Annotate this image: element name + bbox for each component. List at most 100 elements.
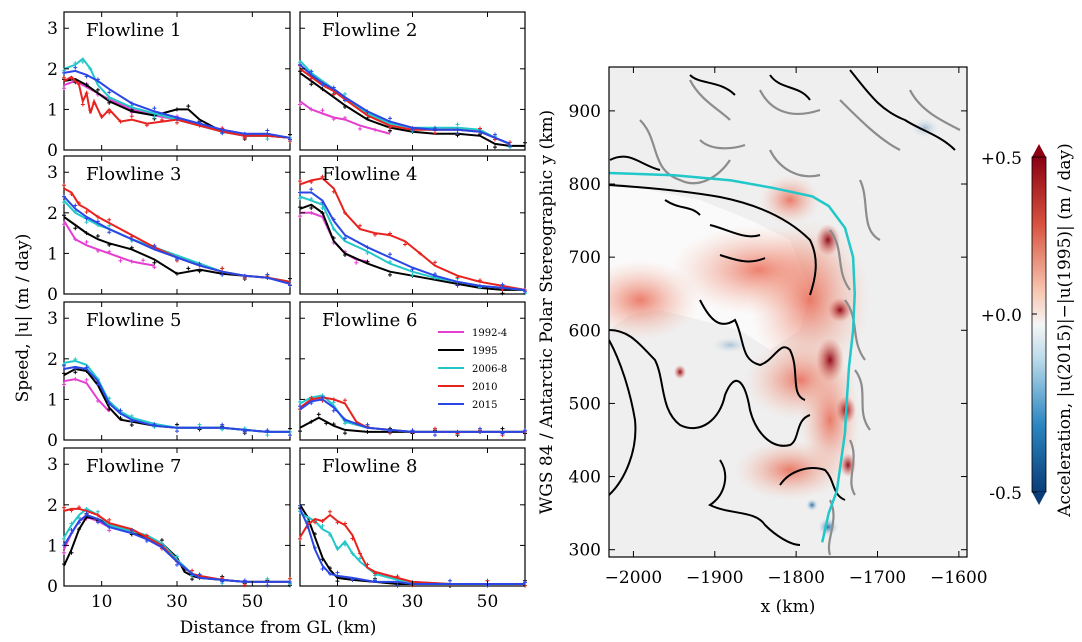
panel-title: Flowline 6 — [322, 310, 417, 331]
data-point — [107, 407, 112, 412]
series-line-2015 — [63, 513, 290, 583]
data-point — [350, 551, 355, 556]
data-point — [129, 101, 134, 106]
map-y-tick-label: 300 — [569, 541, 601, 561]
data-point — [95, 77, 100, 82]
data-point — [118, 408, 123, 413]
data-point — [118, 416, 123, 421]
data-point — [84, 511, 89, 516]
data-point — [186, 104, 191, 109]
data-point — [84, 83, 89, 88]
data-point — [84, 91, 89, 96]
data-point — [159, 543, 164, 548]
data-point — [152, 244, 157, 249]
map-y-tick-label: 700 — [569, 248, 601, 268]
data-point — [410, 127, 415, 132]
data-point — [175, 107, 179, 112]
y-tick-label: 0 — [47, 577, 58, 597]
data-point — [84, 240, 89, 245]
y-tick-label: 1 — [47, 244, 58, 264]
panel-title: Flowline 7 — [86, 456, 181, 477]
data-point — [62, 86, 66, 91]
data-point — [354, 260, 359, 265]
data-point — [365, 245, 370, 250]
data-point — [73, 366, 78, 371]
map-y-tick-label: 900 — [569, 102, 601, 122]
data-point — [62, 194, 66, 199]
data-point — [95, 248, 100, 253]
data-point — [320, 108, 325, 113]
data-point — [478, 129, 482, 134]
data-point — [455, 130, 460, 135]
data-point — [144, 533, 149, 538]
data-point — [343, 210, 347, 215]
colorbar-tick-mid: +0.0 — [981, 306, 1022, 326]
series-line-2015 — [63, 365, 290, 433]
data-point — [288, 276, 292, 281]
data-point — [388, 125, 392, 130]
data-point — [395, 574, 400, 579]
map-y-axis-label: WGS 84 / Antarctic Polar Stereographic y… — [537, 110, 557, 514]
data-point — [190, 577, 195, 582]
data-point — [500, 426, 505, 431]
data-point — [320, 523, 325, 528]
map-y-tick-label: 600 — [569, 321, 601, 341]
data-point — [478, 278, 482, 283]
data-point — [95, 233, 100, 238]
data-point — [242, 583, 247, 588]
legend-label: 2015 — [472, 400, 497, 411]
data-point — [331, 235, 336, 240]
data-point — [95, 214, 100, 219]
data-point — [152, 265, 157, 270]
legend-label: 2010 — [472, 382, 497, 393]
legend: 1992-4 1995 2006-8 2010 2015 — [438, 328, 507, 411]
data-point — [365, 562, 370, 567]
data-point — [373, 571, 377, 576]
data-point — [298, 102, 302, 107]
data-point — [69, 527, 74, 532]
data-point — [320, 200, 325, 205]
data-point — [309, 395, 314, 400]
data-point — [80, 59, 85, 64]
data-point — [309, 82, 314, 87]
data-point — [388, 231, 392, 236]
data-point — [298, 214, 302, 219]
data-point — [95, 520, 100, 525]
legend-label: 1992-4 — [472, 328, 507, 339]
data-point — [73, 61, 78, 66]
data-point — [95, 512, 100, 517]
data-point — [190, 571, 195, 576]
data-point — [320, 205, 325, 210]
panel-title: Flowline 8 — [322, 456, 417, 477]
data-point — [365, 259, 370, 264]
y-tick-label: 3 — [47, 455, 58, 475]
data-point — [62, 200, 66, 205]
colorbar: +0.5 +0.0 -0.5 Acceleration, |u(2015)|−|… — [981, 143, 1075, 517]
data-point — [107, 223, 112, 228]
data-point — [328, 509, 332, 514]
data-point — [298, 179, 302, 184]
legend-label: 2006-8 — [472, 364, 507, 375]
data-point — [118, 119, 123, 124]
data-point — [331, 422, 336, 427]
data-point — [175, 562, 179, 567]
data-point — [500, 431, 505, 436]
data-point — [73, 226, 78, 231]
data-point — [152, 422, 157, 427]
data-point — [324, 421, 329, 426]
data-point — [320, 566, 325, 571]
data-point — [493, 145, 497, 150]
data-point — [343, 431, 347, 436]
data-point — [433, 426, 437, 431]
panel-title: Flowline 4 — [322, 164, 417, 185]
data-point — [298, 190, 302, 195]
data-point — [388, 116, 392, 121]
data-point — [77, 520, 82, 525]
data-point — [77, 201, 82, 206]
series-line-1992-4 — [63, 378, 110, 413]
data-point — [84, 365, 89, 370]
data-point — [365, 251, 370, 256]
data-point — [220, 579, 225, 584]
data-point — [313, 545, 317, 550]
data-point — [358, 551, 362, 556]
